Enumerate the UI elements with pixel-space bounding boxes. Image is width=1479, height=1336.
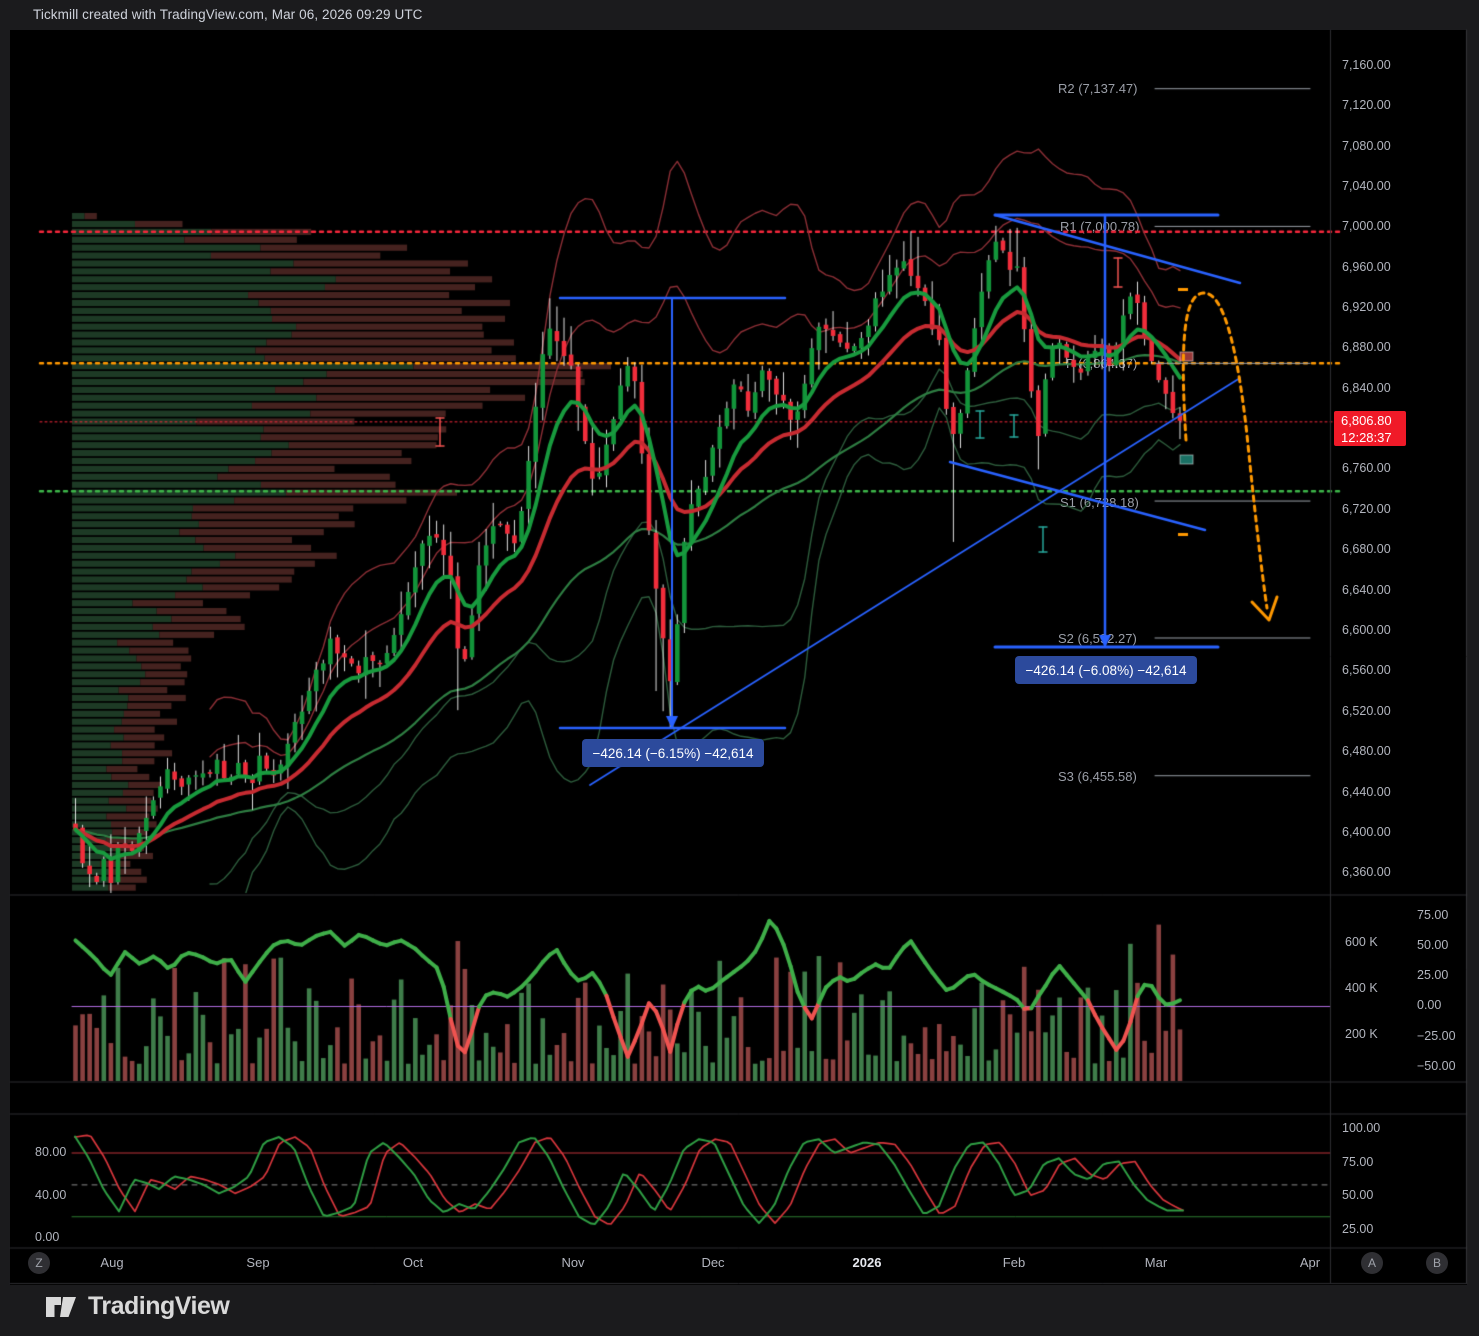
oscillator-axis-tick: 50.00 [1417, 938, 1448, 952]
price-axis-tick: 6,600.00 [1342, 623, 1391, 637]
price-axis-tick: 6,480.00 [1342, 744, 1391, 758]
badge-b[interactable]: B [1426, 1252, 1448, 1274]
time-axis-label-apr: Apr [1300, 1255, 1320, 1270]
price-axis-tick: 6,840.00 [1342, 381, 1391, 395]
price-axis-tick: 6,960.00 [1342, 260, 1391, 274]
time-axis-label-mar: Mar [1145, 1255, 1167, 1270]
time-axis-label-dec: Dec [701, 1255, 724, 1270]
price-axis-tick: 6,760.00 [1342, 461, 1391, 475]
measurement-label-1[interactable]: −426.14 (−6.15%) −42,614 [582, 739, 764, 767]
volume-axis-tick: 600 K [1345, 935, 1378, 949]
time-axis-label-feb: Feb [1003, 1255, 1025, 1270]
price-axis-tick: 7,160.00 [1342, 58, 1391, 72]
volume-axis-tick: 400 K [1345, 981, 1378, 995]
stoch-right-axis-tick: 50.00 [1342, 1188, 1373, 1202]
time-axis-label-sep: Sep [246, 1255, 269, 1270]
stoch-left-axis-tick: 0.00 [35, 1230, 59, 1244]
price-axis-tick: 7,080.00 [1342, 139, 1391, 153]
price-axis-tick: 6,720.00 [1342, 502, 1391, 516]
chart-title: Tickmill created with TradingView.com, M… [33, 7, 423, 22]
price-axis-tick: 6,360.00 [1342, 865, 1391, 879]
chart-canvas[interactable] [0, 0, 1479, 1336]
price-axis-tick: 7,120.00 [1342, 98, 1391, 112]
oscillator-axis-tick: −25.00 [1417, 1029, 1456, 1043]
price-axis-tick: 6,520.00 [1342, 704, 1391, 718]
measurement-label-2[interactable]: −426.14 (−6.08%) −42,614 [1015, 656, 1197, 684]
price-axis-tick: 6,440.00 [1342, 785, 1391, 799]
oscillator-axis-tick: −50.00 [1417, 1059, 1456, 1073]
last-price-value: 6,806.80 [1341, 412, 1406, 429]
volume-axis-tick: 200 K [1345, 1027, 1378, 1041]
time-axis-label-oct: Oct [403, 1255, 423, 1270]
stoch-left-axis-tick: 40.00 [35, 1188, 66, 1202]
stoch-right-axis-tick: 75.00 [1342, 1155, 1373, 1169]
last-price-label[interactable]: 6,806.80 12:28:37 [1334, 411, 1406, 446]
oscillator-axis-tick: 75.00 [1417, 908, 1448, 922]
stoch-left-axis-tick: 80.00 [35, 1145, 66, 1159]
tradingview-logo[interactable]: TradingView [45, 1292, 229, 1321]
bar-countdown: 12:28:37 [1341, 429, 1406, 446]
timezone-badge[interactable]: Z [28, 1252, 50, 1274]
tradingview-logo-text: TradingView [88, 1292, 229, 1321]
price-axis-tick: 6,880.00 [1342, 340, 1391, 354]
oscillator-axis-tick: 0.00 [1417, 998, 1441, 1012]
tradingview-logo-icon [45, 1293, 77, 1321]
price-axis-tick: 6,680.00 [1342, 542, 1391, 556]
stoch-right-axis-tick: 100.00 [1342, 1121, 1380, 1135]
price-axis-tick: 6,920.00 [1342, 300, 1391, 314]
stoch-right-axis-tick: 25.00 [1342, 1222, 1373, 1236]
price-axis-tick: 7,000.00 [1342, 219, 1391, 233]
time-axis-label-nov: Nov [561, 1255, 584, 1270]
tradingview-chart-screenshot: { "header": {"title": "Tickmill created … [0, 0, 1479, 1336]
price-axis-tick: 6,640.00 [1342, 583, 1391, 597]
time-axis-label-2026: 2026 [853, 1255, 882, 1270]
time-axis-label-aug: Aug [100, 1255, 123, 1270]
badge-a[interactable]: A [1361, 1252, 1383, 1274]
price-axis-tick: 6,400.00 [1342, 825, 1391, 839]
price-axis-tick: 6,560.00 [1342, 663, 1391, 677]
price-axis-tick: 7,040.00 [1342, 179, 1391, 193]
oscillator-axis-tick: 25.00 [1417, 968, 1448, 982]
